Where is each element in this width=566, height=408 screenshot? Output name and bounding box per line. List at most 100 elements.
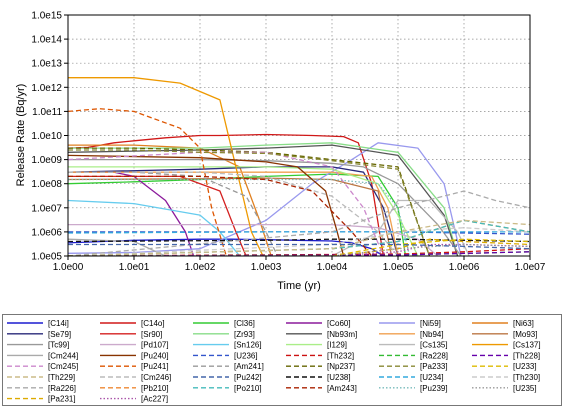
legend-label: [Ni59] — [420, 319, 441, 328]
legend-entry: [Pu241] — [100, 362, 169, 371]
legend-entry: [U236] — [193, 351, 258, 360]
x-tick-label: 1.0e05 — [383, 262, 414, 273]
y-tick-label: 1.0e05 — [31, 252, 62, 263]
series-line — [68, 248, 530, 256]
legend-entry: [Nb94] — [379, 330, 444, 339]
legend-label: [Np237] — [327, 362, 355, 371]
series-line — [68, 147, 431, 256]
y-tick-label: 1.0e12 — [31, 83, 62, 94]
legend-entry: [Mo93] — [472, 330, 537, 339]
legend-label: [Zr93] — [234, 330, 255, 339]
legend-label: [Cl36] — [234, 319, 255, 328]
legend-label: [Am241] — [234, 362, 264, 371]
legend-entry: [Pd107] — [100, 341, 169, 350]
legend-entry: [Cs137] — [472, 341, 541, 350]
legend-label: [Cm244] — [48, 351, 78, 360]
legend-label: [Pa233] — [420, 362, 448, 371]
y-tick-label: 1.0e14 — [31, 35, 62, 46]
legend-entry: [Nb93m] — [286, 330, 357, 339]
legend-entry: [Th230] — [472, 373, 540, 382]
ticks: 1.0e00 1.0e01 1.0e02 1.0e03 1.0e04 1.0e05 1.0e… — [31, 11, 545, 274]
legend-entry: [Po210] — [193, 384, 262, 393]
x-tick-label: 1.0e04 — [317, 262, 348, 273]
legend-entry: [Se79] — [7, 330, 71, 339]
legend-entry: [Zr93] — [193, 330, 255, 339]
series-line — [68, 133, 385, 256]
y-axis-title: Release Rate (Bq/yr) — [15, 84, 27, 187]
legend: [C14i] [C14o] [Cl36] [Co60] [Ni59] [Ni63] [Se7… — [2, 314, 562, 406]
series-line — [68, 149, 431, 256]
legend-label: [Tc99] — [48, 341, 69, 350]
series-line — [68, 178, 411, 256]
legend-label: [U238] — [327, 373, 351, 382]
legend-label: [C14i] — [48, 319, 69, 328]
legend-label: [U236] — [234, 351, 258, 360]
legend-entry: [Ac227] — [100, 395, 168, 404]
legend-label: [Pu239] — [420, 384, 448, 393]
series-line — [68, 77, 264, 256]
legend-entry: [Am243] — [286, 384, 357, 393]
series-line — [68, 108, 227, 256]
legend-label: [Sn126] — [234, 341, 262, 350]
legend-label: [U233] — [513, 362, 537, 371]
y-tick-label: 1.0e15 — [31, 11, 62, 22]
legend-entry: [Cs135] — [379, 341, 448, 350]
legend-entry: [Cm246] — [100, 373, 171, 382]
legend-entry: [Co60] — [286, 319, 351, 328]
chart-area: 1.0e00 1.0e01 1.0e02 1.0e03 1.0e04 1.0e05 1.0e… — [15, 11, 546, 293]
y-tick-label: 1.0e07 — [31, 203, 62, 214]
release-rate-chart: 1.0e00 1.0e01 1.0e02 1.0e03 1.0e04 1.0e05 1.0e… — [15, 11, 546, 293]
legend-entry: [Ni59] — [379, 319, 441, 328]
legend-label: [Th232] — [327, 351, 354, 360]
legend-label: [Pu241] — [141, 362, 169, 371]
legend-label: [Pu242] — [234, 373, 262, 382]
legend-entry: [Pu240] — [100, 351, 169, 360]
series-line — [68, 243, 530, 256]
series-line — [68, 238, 530, 243]
legend-label: [Cm245] — [48, 362, 78, 371]
x-tick-label: 1.0e03 — [251, 262, 282, 273]
legend-entry: [Tc99] — [7, 341, 69, 350]
legend-label: [Cs135] — [420, 341, 448, 350]
series-line — [68, 243, 530, 250]
series-line — [68, 238, 530, 256]
series-line — [68, 251, 530, 256]
legend-entry: [Ra228] — [379, 351, 448, 360]
x-axis-title: Time (yr) — [277, 280, 321, 292]
y-tick-label: 1.0e06 — [31, 227, 62, 238]
legend-grid: [C14i] [C14o] [Cl36] [Co60] [Ni59] [Ni63] [Se7… — [7, 319, 541, 404]
series-line — [68, 154, 345, 256]
legend-label: [Ni63] — [513, 319, 534, 328]
legend-label: [C14o] — [141, 319, 165, 328]
x-tick-label: 1.0e01 — [119, 262, 150, 273]
legend-label: [Pb210] — [141, 384, 169, 393]
series-line — [68, 199, 470, 256]
legend-label: [Sr90] — [141, 330, 162, 339]
legend-entry: [Sn126] — [193, 341, 262, 350]
legend-label: [Nb94] — [420, 330, 444, 339]
series-line — [68, 190, 530, 256]
legend-entry: [Pa231] — [7, 395, 76, 404]
legend-entry: [Am241] — [193, 362, 264, 371]
legend-label: [Th230] — [513, 373, 540, 382]
legend-label: [Cs137] — [513, 341, 541, 350]
legend-label: [U235] — [513, 384, 537, 393]
legend-entry: [Cm244] — [7, 351, 78, 360]
legend-label: [Se79] — [48, 330, 71, 339]
series-line — [68, 171, 399, 256]
y-tick-label: 1.0e09 — [31, 155, 62, 166]
legend-entry: [Cm245] — [7, 362, 78, 371]
legend-entry: [Pu242] — [193, 373, 262, 382]
legend-entry: [Ra226] — [7, 384, 76, 393]
legend-label: [Ac227] — [141, 395, 168, 404]
legend-entry: [C14i] — [7, 319, 69, 328]
legend-entry: [Pu239] — [379, 384, 448, 393]
series-line — [68, 238, 384, 256]
series-line — [68, 158, 462, 256]
legend-entry: [Pa233] — [379, 362, 448, 371]
legend-entry: [U235] — [472, 384, 537, 393]
legend-label: [Cm246] — [141, 373, 171, 382]
series-line — [68, 173, 407, 256]
legend-label: [Nb93m] — [327, 330, 357, 339]
legend-entry: [U234] — [379, 373, 444, 382]
